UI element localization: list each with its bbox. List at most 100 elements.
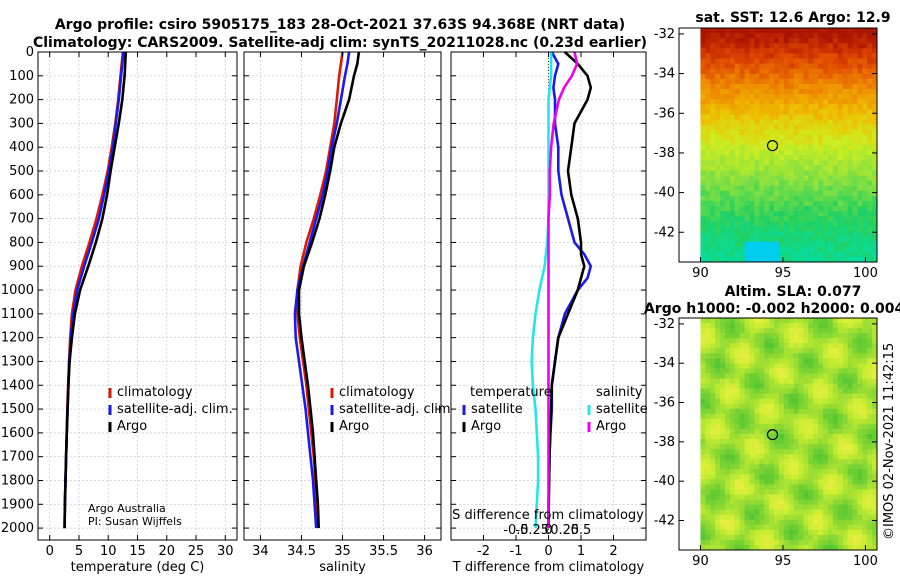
sst_map-cell xyxy=(862,48,868,54)
sst_map-cell xyxy=(724,175,731,182)
sla_map-cell xyxy=(724,378,731,384)
sla_map-cell xyxy=(759,469,765,475)
sla_map-cell xyxy=(827,398,834,405)
sla_map-cell xyxy=(705,544,711,551)
sst_map-cell xyxy=(803,190,809,197)
sla_map-cell xyxy=(813,418,819,425)
sla_map-cell xyxy=(744,348,750,354)
sla_map-cell xyxy=(715,353,721,359)
sst_map-cell xyxy=(759,246,765,253)
sst_map-cell xyxy=(715,145,721,151)
sst_map-cell xyxy=(872,185,878,192)
sla_map-cell xyxy=(749,529,755,536)
sla_map-cell xyxy=(734,373,741,379)
sla_map-cell xyxy=(778,519,785,526)
sla_map-cell xyxy=(729,398,736,405)
sst_map-cell xyxy=(749,221,755,227)
sst_map-cell xyxy=(729,119,736,126)
sst_map-cell xyxy=(739,236,745,243)
sst_map-cell xyxy=(744,78,750,85)
sla_map-cell xyxy=(842,494,848,500)
sst_map-cell xyxy=(724,246,731,253)
sla_map-cell xyxy=(749,323,755,329)
sst_map-cell xyxy=(857,190,863,197)
sst_map-cell xyxy=(847,134,853,141)
sla_map-cell xyxy=(774,393,780,400)
sla_map-cell xyxy=(808,459,814,465)
sla_map-cell xyxy=(852,534,858,541)
sst_map-cell xyxy=(729,99,736,105)
sla_map-cell xyxy=(734,519,741,526)
sla_map-cell xyxy=(778,328,785,334)
sst_map-cell xyxy=(867,63,873,70)
sst_map-cell xyxy=(774,33,780,39)
sst_map-cell xyxy=(754,48,760,54)
sst_map-cell xyxy=(759,63,765,70)
sst_map-cell xyxy=(715,226,721,232)
sla_map-cell xyxy=(818,519,824,526)
sla_map-cell xyxy=(710,519,716,526)
sla_map-cell xyxy=(842,363,848,369)
sla_map-cell xyxy=(739,534,745,541)
sst_map-cell xyxy=(744,160,750,166)
sla_map-cell xyxy=(764,368,770,374)
sst_map-cell xyxy=(729,231,736,237)
sla_map-cell xyxy=(823,408,829,415)
sst_map-cell xyxy=(710,78,716,85)
sla_map-cell xyxy=(710,358,716,364)
sla_map-cell xyxy=(764,378,770,384)
sla_map-cell xyxy=(827,469,834,475)
sst_map-cell xyxy=(818,73,824,80)
sst_map-cell xyxy=(818,43,824,49)
sla_map-cell xyxy=(842,328,848,334)
sst_map-cell xyxy=(862,206,868,212)
sst_map-cell xyxy=(744,185,750,192)
sst_map-cell xyxy=(827,241,834,248)
sst_map-cell xyxy=(857,216,863,222)
sst_map-cell xyxy=(847,195,853,202)
sst_map-cell xyxy=(710,139,716,146)
sst_map-cell xyxy=(862,114,868,120)
sst_map-cell xyxy=(808,256,814,263)
sst_map-cell xyxy=(700,43,706,49)
sst_map-cell xyxy=(749,195,755,202)
sst_map-cell xyxy=(832,28,839,34)
sst_map-cell xyxy=(700,236,706,243)
sst_map-cell xyxy=(729,73,736,80)
sla_map-cell xyxy=(847,529,853,536)
sla_map-cell xyxy=(724,504,731,511)
sla_map-cell xyxy=(818,403,824,410)
sla_map-cell xyxy=(862,343,868,349)
sst_map-cell xyxy=(715,150,721,156)
sla_map-cell xyxy=(862,504,868,511)
sst_map-cell xyxy=(793,251,799,258)
sst_map-cell xyxy=(862,129,868,136)
temperature-xtick-label: 0 xyxy=(46,544,54,559)
sst_map-cell xyxy=(832,83,839,90)
sla_map-cell xyxy=(720,454,726,460)
sla_map-cell xyxy=(774,368,780,374)
sla_map-cell xyxy=(793,348,799,354)
sst_map-cell xyxy=(813,155,819,161)
sst_map-cell xyxy=(803,195,809,202)
sst_map-cell xyxy=(808,221,814,227)
sst_map-cell xyxy=(832,236,839,243)
sst_map-cell xyxy=(793,139,799,146)
sla_map-cell xyxy=(823,348,829,354)
sla_map-cell xyxy=(734,333,741,339)
sst_map-cell xyxy=(739,180,745,187)
sla_map-cell xyxy=(832,388,839,395)
sst_map-cell xyxy=(720,139,726,146)
sst_map-cell xyxy=(783,211,790,217)
sla_map-cell xyxy=(832,333,839,339)
sst_map-cell xyxy=(857,145,863,151)
sla_map-cell xyxy=(837,464,844,470)
sla_map-cell xyxy=(793,514,799,521)
sst_map-cell xyxy=(744,68,750,75)
sla_map-cell xyxy=(720,423,726,430)
sst_map-cell xyxy=(808,160,814,166)
sst_map-cell xyxy=(720,68,726,75)
sst_map-cell xyxy=(842,150,848,156)
sst_map-cell xyxy=(744,175,750,182)
sla_map-cell xyxy=(867,358,873,364)
